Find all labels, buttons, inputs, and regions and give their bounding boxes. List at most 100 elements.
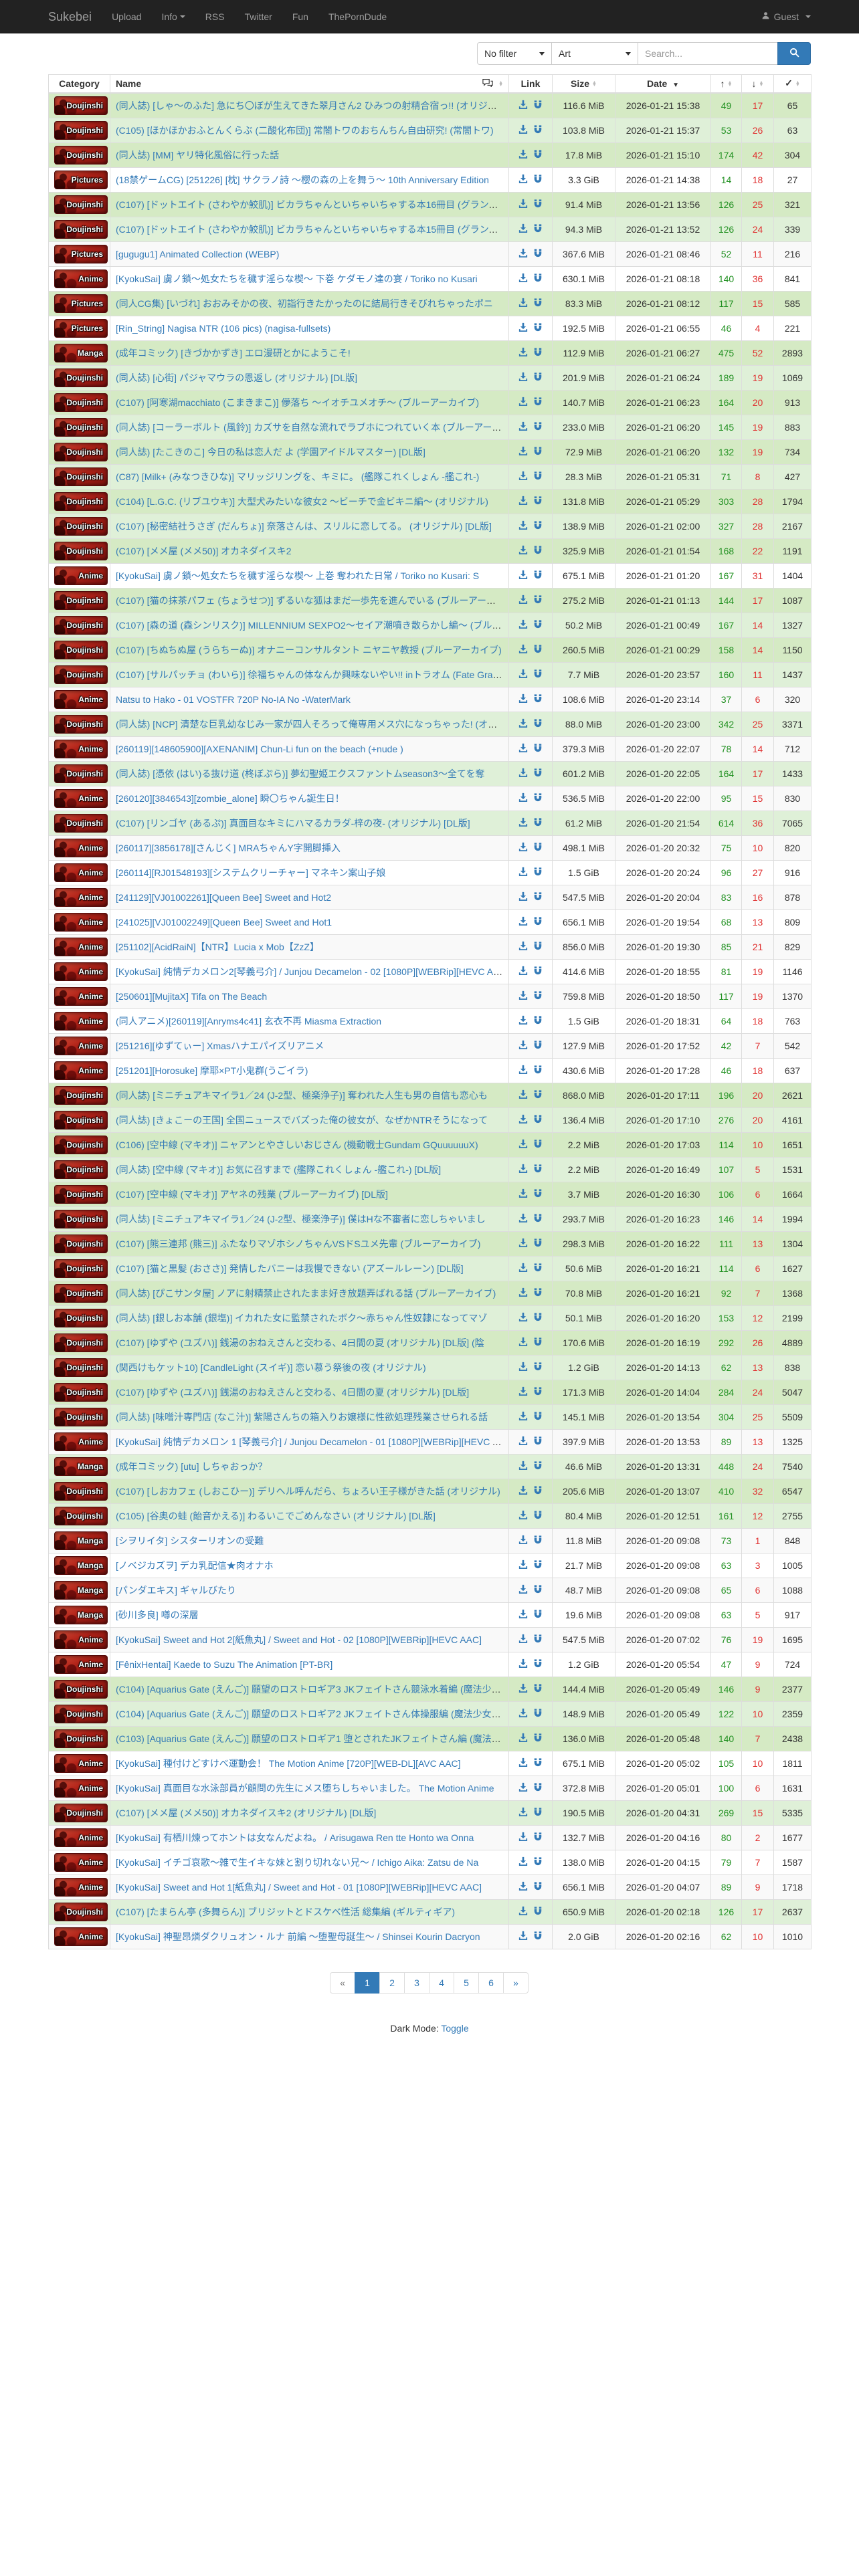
torrent-name-link[interactable]: [251102][AcidRaiN]【NTR】Lucia x Mob【ZzZ】 bbox=[116, 941, 319, 952]
torrent-name-link[interactable]: (同人誌) [しゃ～のふた] 急にち〇ぼが生えてきた翠月さん2 ひみつの射精合宿… bbox=[116, 100, 503, 111]
download-icon[interactable] bbox=[518, 1485, 528, 1497]
download-icon[interactable] bbox=[518, 273, 528, 284]
category-icon[interactable]: Doujinshi bbox=[54, 1358, 108, 1377]
download-icon[interactable] bbox=[518, 693, 528, 705]
category-icon[interactable]: Doujinshi bbox=[54, 1283, 108, 1303]
magnet-icon[interactable] bbox=[533, 1411, 543, 1422]
category-icon[interactable]: Doujinshi bbox=[54, 1481, 108, 1501]
torrent-name-link[interactable]: [KyokuSai] 神聖昂燐ダクリュオン・ルナ 前編 ～堕聖母誕生～ / Sh… bbox=[116, 1931, 480, 1942]
category-icon[interactable]: Anime bbox=[54, 887, 108, 907]
category-icon[interactable]: Anime bbox=[54, 689, 108, 709]
download-icon[interactable] bbox=[518, 743, 528, 754]
download-icon[interactable] bbox=[518, 768, 528, 779]
category-icon[interactable]: Doujinshi bbox=[54, 1679, 108, 1699]
magnet-icon[interactable] bbox=[533, 100, 543, 111]
category-icon[interactable]: Doujinshi bbox=[54, 714, 108, 734]
header-date[interactable]: Date ▼ bbox=[615, 74, 711, 94]
magnet-icon[interactable] bbox=[533, 1856, 543, 1868]
download-icon[interactable] bbox=[518, 496, 528, 507]
magnet-icon[interactable] bbox=[533, 1065, 543, 1076]
torrent-name-link[interactable]: (同人アニメ)[260119][Anryms4c41] 玄衣不再 Miasma … bbox=[116, 1015, 382, 1027]
download-icon[interactable] bbox=[518, 990, 528, 1002]
torrent-name-link[interactable]: [FênixHentai] Kaede to Suzu The Animatio… bbox=[116, 1658, 333, 1670]
magnet-icon[interactable] bbox=[533, 990, 543, 1002]
download-icon[interactable] bbox=[518, 322, 528, 334]
download-icon[interactable] bbox=[518, 1386, 528, 1398]
download-icon[interactable] bbox=[518, 1560, 528, 1571]
torrent-name-link[interactable]: (C107) [猫と黒髪 (おささ)] 発情したバニーは我慢できない (アズール… bbox=[116, 1263, 464, 1274]
torrent-name-link[interactable]: [KyokuSai] 真面目な水泳部員が顧問の先生にメス堕ちしちゃいました。 T… bbox=[116, 1782, 494, 1794]
header-size[interactable]: Size ▲ ▼ bbox=[552, 74, 615, 94]
download-icon[interactable] bbox=[518, 1436, 528, 1447]
download-icon[interactable] bbox=[518, 421, 528, 433]
torrent-name-link[interactable]: [260119][148605900][AXENANIM] Chun-Li fu… bbox=[116, 743, 403, 754]
torrent-name-link[interactable]: [KyokuSai] 純情デカメロン 1 [琴義弓介] / Junjou Dec… bbox=[116, 1436, 503, 1447]
category-icon[interactable]: Anime bbox=[54, 962, 108, 981]
torrent-name-link[interactable]: [KyokuSai] 種付けどすけべ運動会！ The Motion Anime … bbox=[116, 1757, 461, 1769]
torrent-name-link[interactable]: (C107) [森の道 (森シンリスク)] MILLENNIUM SEXPO2～… bbox=[116, 619, 503, 631]
nav-item-rss[interactable]: RSS bbox=[205, 11, 225, 22]
download-icon[interactable] bbox=[518, 1584, 528, 1596]
header-comments-sort[interactable]: ▲ ▼ bbox=[482, 78, 503, 89]
download-icon[interactable] bbox=[518, 1881, 528, 1893]
torrent-name-link[interactable]: [砂川多良] 噂の深層 bbox=[116, 1609, 199, 1620]
download-icon[interactable] bbox=[518, 545, 528, 556]
download-icon[interactable] bbox=[518, 718, 528, 730]
download-icon[interactable] bbox=[518, 817, 528, 829]
header-seeders[interactable]: ↑ ▲ ▼ bbox=[710, 74, 742, 94]
magnet-icon[interactable] bbox=[533, 1881, 543, 1893]
torrent-name-link[interactable]: [260114][RJ01548193][システムクリーチャー] マネキン案山子… bbox=[116, 867, 386, 878]
magnet-icon[interactable] bbox=[533, 199, 543, 210]
torrent-name-link[interactable]: (C103) [Aquarius Gate (えんご)] 願望のロストロギア1 … bbox=[116, 1733, 503, 1744]
category-icon[interactable]: Pictures bbox=[54, 294, 108, 313]
torrent-name-link[interactable]: (C107) [しおカフェ (しおこひー)] デリヘル呼んだら、ちょろい王子様が… bbox=[116, 1485, 500, 1497]
download-icon[interactable] bbox=[518, 1634, 528, 1645]
magnet-icon[interactable] bbox=[533, 891, 543, 903]
download-icon[interactable] bbox=[518, 1832, 528, 1843]
download-icon[interactable] bbox=[518, 298, 528, 309]
category-icon[interactable]: Anime bbox=[54, 1432, 108, 1451]
category-icon[interactable]: Doujinshi bbox=[54, 1234, 108, 1253]
torrent-name-link[interactable]: (同人誌) [NCP] 清楚な巨乳幼なじみ一家が四人そろって俺専用メス穴になっち… bbox=[116, 718, 503, 730]
category-icon[interactable]: Doujinshi bbox=[54, 1704, 108, 1723]
torrent-name-link[interactable]: (C107) [秘密結社うさぎ (だんちょ)] 奈落さんは、スリルに恋してる。 … bbox=[116, 520, 492, 532]
magnet-icon[interactable] bbox=[533, 1757, 543, 1769]
page-4[interactable]: 4 bbox=[429, 1971, 454, 1994]
download-icon[interactable] bbox=[518, 520, 528, 532]
magnet-icon[interactable] bbox=[533, 768, 543, 779]
download-icon[interactable] bbox=[518, 1906, 528, 1917]
category-icon[interactable]: Doujinshi bbox=[54, 417, 108, 437]
magnet-icon[interactable] bbox=[533, 322, 543, 334]
download-icon[interactable] bbox=[518, 100, 528, 111]
category-icon[interactable]: Doujinshi bbox=[54, 393, 108, 412]
magnet-icon[interactable] bbox=[533, 1782, 543, 1794]
torrent-name-link[interactable]: (C107) [阿寒湖macchiato (こまきまこ)] 儚落ち ～イオチユメ… bbox=[116, 397, 480, 408]
magnet-icon[interactable] bbox=[533, 817, 543, 829]
category-icon[interactable]: Doujinshi bbox=[54, 813, 108, 833]
torrent-name-link[interactable]: Natsu to Hako - 01 VOSTFR 720P No-IA No … bbox=[116, 693, 351, 705]
download-icon[interactable] bbox=[518, 1089, 528, 1101]
category-icon[interactable]: Anime bbox=[54, 838, 108, 857]
magnet-icon[interactable] bbox=[533, 1089, 543, 1101]
magnet-icon[interactable] bbox=[533, 1535, 543, 1546]
download-icon[interactable] bbox=[518, 223, 528, 235]
magnet-icon[interactable] bbox=[533, 1708, 543, 1719]
torrent-name-link[interactable]: (同人CG集) [いづれ] おおみそかの夜、初詣行きたかったのに結局行きそびれち… bbox=[116, 298, 493, 309]
category-icon[interactable]: Manga bbox=[54, 1555, 108, 1575]
category-icon[interactable]: Anime bbox=[54, 986, 108, 1006]
category-icon[interactable]: Anime bbox=[54, 269, 108, 288]
category-icon[interactable]: Anime bbox=[54, 1753, 108, 1773]
magnet-icon[interactable] bbox=[533, 1733, 543, 1744]
category-icon[interactable]: Pictures bbox=[54, 170, 108, 189]
torrent-name-link[interactable]: (C105) [ほかほかおふとんくらぶ (二酸化布団)] 常闇トワのおちんちん自… bbox=[116, 124, 494, 136]
torrent-name-link[interactable]: (同人誌) [銀しお本舗 (銀塩)] イカれた女に監禁されたボク～赤ちゃん性奴隷… bbox=[116, 1312, 488, 1323]
category-icon[interactable]: Doujinshi bbox=[54, 1506, 108, 1525]
torrent-name-link[interactable]: (C105) [谷奥の蛙 (飴音かえる)] わるいこでごめんなさい (オリジナル… bbox=[116, 1510, 436, 1521]
header-leechers[interactable]: ↓ ▲ ▼ bbox=[741, 74, 774, 94]
torrent-name-link[interactable]: [KyokuSai] イチゴ哀歌～雑で生イキな妹と割り切れない兄～ / Ichi… bbox=[116, 1856, 479, 1868]
magnet-icon[interactable] bbox=[533, 421, 543, 433]
download-icon[interactable] bbox=[518, 966, 528, 977]
category-icon[interactable]: Doujinshi bbox=[54, 764, 108, 783]
category-icon[interactable]: Manga bbox=[54, 1580, 108, 1600]
torrent-name-link[interactable]: [シヲリイタ] シスターリオンの受難 bbox=[116, 1535, 264, 1546]
